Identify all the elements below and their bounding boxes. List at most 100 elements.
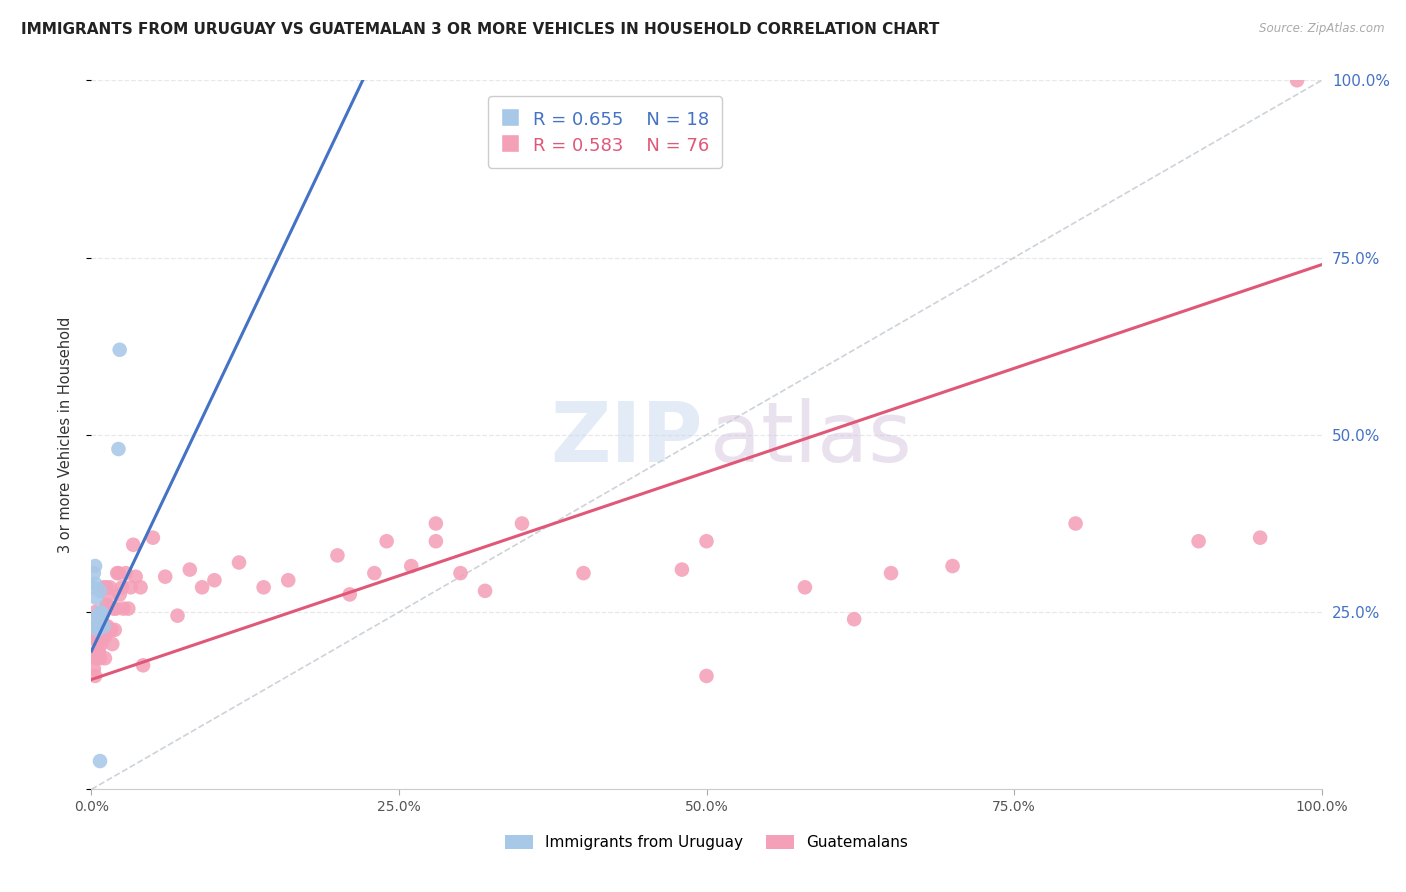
- Point: [117, 601, 139, 615]
- Point: [107, 566, 129, 581]
- Point: [86, 619, 108, 633]
- Point: [375, 534, 398, 549]
- Point: [695, 669, 717, 683]
- Point: [105, 601, 127, 615]
- Point: [1249, 531, 1271, 545]
- Point: [91, 626, 114, 640]
- Point: [399, 559, 422, 574]
- Point: [87, 615, 110, 630]
- Point: [83, 566, 105, 581]
- Point: [93, 619, 115, 633]
- Point: [326, 549, 349, 563]
- Point: [842, 612, 865, 626]
- Point: [142, 531, 165, 545]
- Point: [1285, 73, 1308, 87]
- Point: [86, 623, 108, 637]
- Point: [253, 580, 276, 594]
- Point: [89, 651, 111, 665]
- Point: [90, 605, 112, 619]
- Point: [84, 576, 107, 591]
- Point: [93, 580, 115, 594]
- Point: [90, 637, 112, 651]
- Point: [793, 580, 815, 594]
- Point: [87, 608, 110, 623]
- Point: [94, 630, 117, 644]
- Point: [120, 580, 142, 594]
- Point: [83, 662, 105, 676]
- Point: [89, 754, 111, 768]
- Point: [101, 637, 124, 651]
- Point: [880, 566, 903, 581]
- Point: [1064, 516, 1087, 531]
- Point: [510, 516, 533, 531]
- Point: [572, 566, 595, 581]
- Point: [107, 442, 129, 456]
- Point: [91, 615, 114, 630]
- Point: [111, 580, 134, 594]
- Point: [84, 559, 107, 574]
- Point: [112, 601, 135, 615]
- Point: [132, 658, 155, 673]
- Point: [87, 644, 110, 658]
- Point: [90, 605, 112, 619]
- Point: [228, 556, 250, 570]
- Point: [100, 623, 122, 637]
- Point: [124, 570, 146, 584]
- Point: [425, 534, 447, 549]
- Point: [108, 587, 131, 601]
- Text: ZIP: ZIP: [550, 398, 703, 479]
- Point: [86, 591, 108, 605]
- Point: [105, 566, 128, 581]
- Point: [96, 598, 118, 612]
- Point: [94, 651, 117, 665]
- Point: [93, 605, 115, 619]
- Point: [363, 566, 385, 581]
- Point: [86, 608, 108, 623]
- Point: [96, 619, 118, 633]
- Point: [104, 623, 127, 637]
- Point: [277, 573, 299, 587]
- Point: [82, 630, 104, 644]
- Point: [474, 583, 496, 598]
- Y-axis label: 3 or more Vehicles in Household: 3 or more Vehicles in Household: [58, 317, 73, 553]
- Point: [671, 563, 693, 577]
- Point: [86, 633, 108, 648]
- Point: [89, 633, 111, 648]
- Point: [339, 587, 361, 601]
- Point: [82, 580, 104, 594]
- Point: [98, 580, 121, 594]
- Point: [114, 566, 138, 581]
- Point: [87, 619, 110, 633]
- Point: [129, 580, 152, 594]
- Point: [1187, 534, 1209, 549]
- Point: [191, 580, 214, 594]
- Point: [122, 538, 145, 552]
- Point: [98, 623, 121, 637]
- Point: [86, 644, 108, 658]
- Point: [83, 648, 105, 662]
- Point: [941, 559, 963, 574]
- Point: [96, 598, 117, 612]
- Text: atlas: atlas: [710, 398, 912, 479]
- Point: [84, 605, 107, 619]
- Legend: Immigrants from Uruguay, Guatemalans: Immigrants from Uruguay, Guatemalans: [499, 829, 914, 856]
- Point: [166, 608, 188, 623]
- Point: [86, 651, 108, 665]
- Point: [84, 669, 107, 683]
- Point: [91, 608, 114, 623]
- Point: [695, 534, 717, 549]
- Point: [89, 583, 111, 598]
- Text: IMMIGRANTS FROM URUGUAY VS GUATEMALAN 3 OR MORE VEHICLES IN HOUSEHOLD CORRELATIO: IMMIGRANTS FROM URUGUAY VS GUATEMALAN 3 …: [21, 22, 939, 37]
- Point: [153, 570, 177, 584]
- Point: [89, 615, 111, 630]
- Point: [425, 516, 447, 531]
- Point: [449, 566, 471, 581]
- Point: [97, 587, 120, 601]
- Point: [202, 573, 225, 587]
- Text: Source: ZipAtlas.com: Source: ZipAtlas.com: [1260, 22, 1385, 36]
- Point: [103, 601, 125, 615]
- Point: [108, 343, 131, 357]
- Point: [86, 615, 108, 630]
- Point: [179, 563, 201, 577]
- Point: [96, 580, 117, 594]
